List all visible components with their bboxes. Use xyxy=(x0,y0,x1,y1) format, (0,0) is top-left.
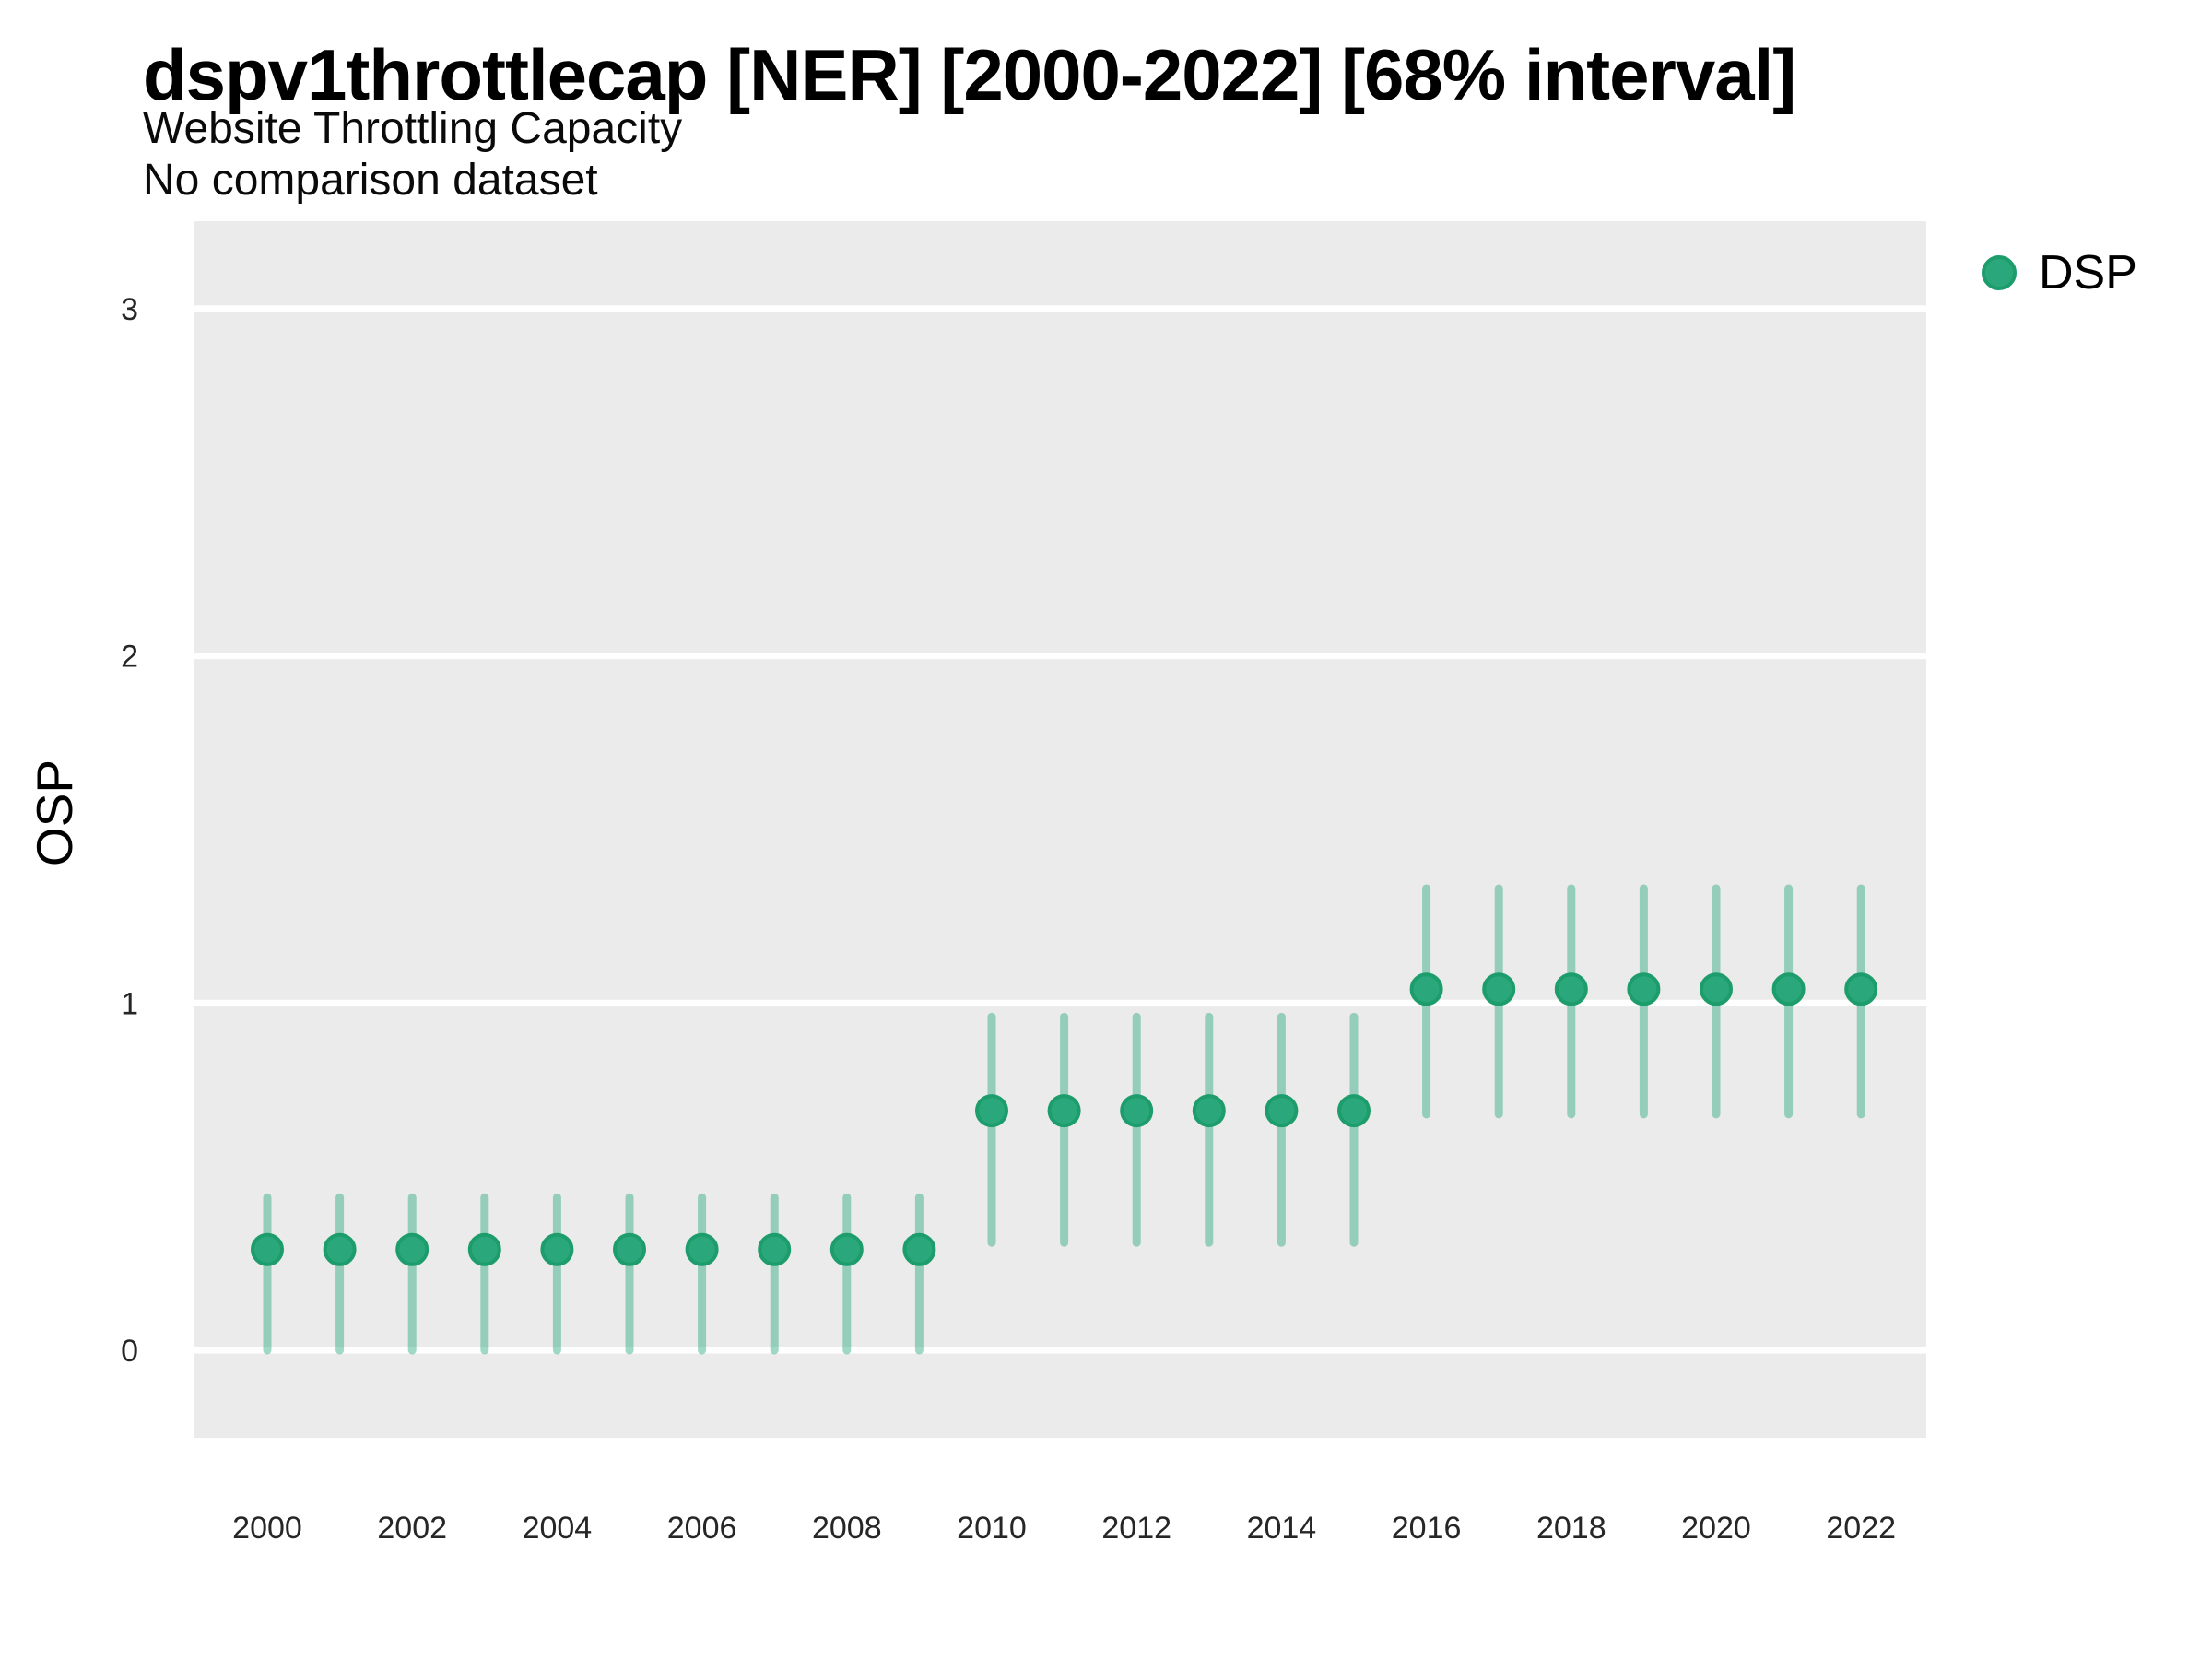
point-2007 xyxy=(758,1232,792,1266)
point-2009 xyxy=(902,1232,936,1266)
x-tick-label-2008: 2008 xyxy=(812,1511,882,1546)
point-2014 xyxy=(1265,1094,1299,1128)
point-2008 xyxy=(830,1232,864,1266)
x-tick-label-2022: 2022 xyxy=(1826,1511,1896,1546)
x-tick-label-2000: 2000 xyxy=(232,1511,302,1546)
x-tick-label-2018: 2018 xyxy=(1536,1511,1606,1546)
x-tick-label-2006: 2006 xyxy=(667,1511,737,1546)
point-2011 xyxy=(1047,1094,1081,1128)
legend-marker-icon xyxy=(1982,255,2017,290)
y-tick-label-1: 1 xyxy=(121,986,138,1021)
point-2020 xyxy=(1700,972,1733,1006)
point-2019 xyxy=(1627,972,1661,1006)
x-tick-label-2020: 2020 xyxy=(1681,1511,1751,1546)
point-2003 xyxy=(467,1232,501,1266)
point-2001 xyxy=(323,1232,357,1266)
point-2006 xyxy=(685,1232,719,1266)
point-2017 xyxy=(1482,972,1516,1006)
legend: DSP xyxy=(1982,245,2137,300)
x-tick-label-2004: 2004 xyxy=(523,1511,593,1546)
point-2000 xyxy=(251,1232,284,1266)
y-tick-label-0: 0 xyxy=(121,1334,138,1369)
point-2013 xyxy=(1192,1094,1226,1128)
point-2005 xyxy=(613,1232,646,1266)
point-2002 xyxy=(395,1232,429,1266)
point-2015 xyxy=(1337,1094,1371,1128)
panel-background xyxy=(194,221,1926,1438)
x-tick-label-2010: 2010 xyxy=(957,1511,1027,1546)
y-axis-title: OSP xyxy=(26,759,83,867)
chart-subtitle: Website Throttling Capacity xyxy=(143,104,683,153)
point-2018 xyxy=(1554,972,1588,1006)
y-tick-label-3: 3 xyxy=(121,292,138,327)
point-2016 xyxy=(1409,972,1443,1006)
x-tick-label-2014: 2014 xyxy=(1247,1511,1317,1546)
legend-label: DSP xyxy=(2039,246,2137,300)
point-2012 xyxy=(1120,1094,1154,1128)
chart-title: dspv1throttlecap [NER] [2000-2022] [68% … xyxy=(143,34,1796,115)
point-2010 xyxy=(975,1094,1008,1128)
x-tick-label-2012: 2012 xyxy=(1101,1511,1171,1546)
point-2004 xyxy=(540,1232,574,1266)
point-2021 xyxy=(1771,972,1806,1006)
chart-comparison-note: No comparison dataset xyxy=(143,156,598,205)
point-2022 xyxy=(1844,972,1878,1006)
y-tick-label-2: 2 xyxy=(121,640,138,675)
x-tick-label-2016: 2016 xyxy=(1392,1511,1462,1546)
x-tick-label-2002: 2002 xyxy=(377,1511,447,1546)
